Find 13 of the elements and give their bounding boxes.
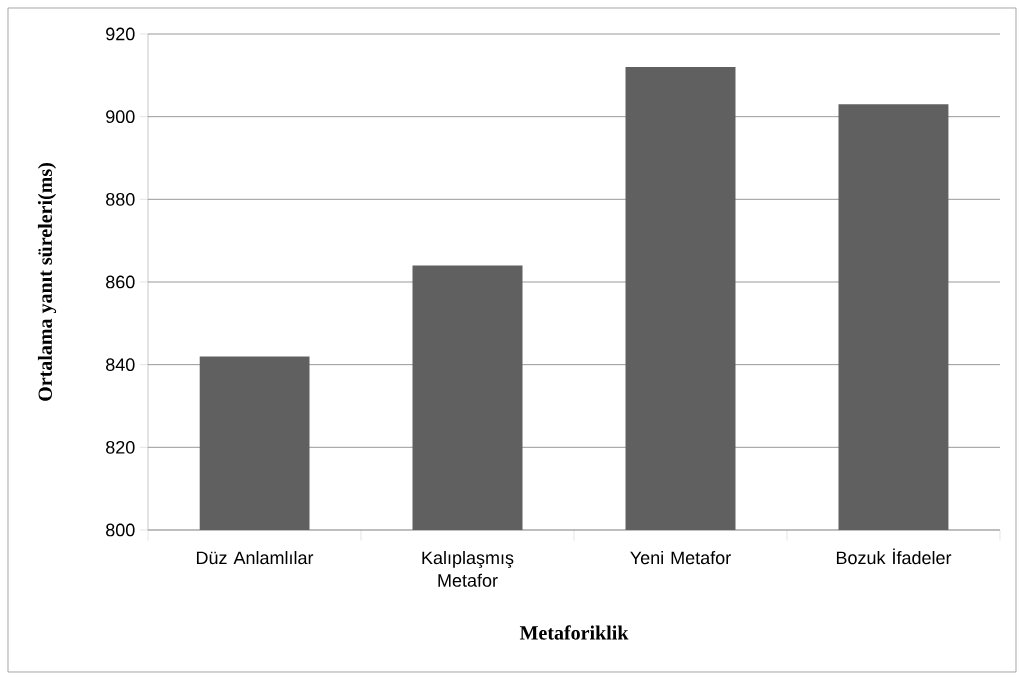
x-tick-label: Düz Anlamlılar [196,550,314,565]
y-tick-label: 820 [106,440,135,454]
y-axis-title: Ortalama yanıt süreleri(ms) [37,163,57,401]
y-tick-label: 900 [106,110,135,124]
y-tick-label: 920 [106,27,135,41]
x-tick-label: Yeni Metafor [630,550,731,565]
x-axis-title: Metaforiklik [519,625,629,640]
y-tick-label: 860 [106,275,135,289]
y-tick-label: 800 [106,523,135,537]
y-tick-label: 840 [106,358,135,372]
y-tick-label: 880 [106,192,135,206]
x-tick-label: Kalıplaşmış Metafor [422,550,514,587]
x-tick-label: Bozuk İfadeler [836,548,952,565]
